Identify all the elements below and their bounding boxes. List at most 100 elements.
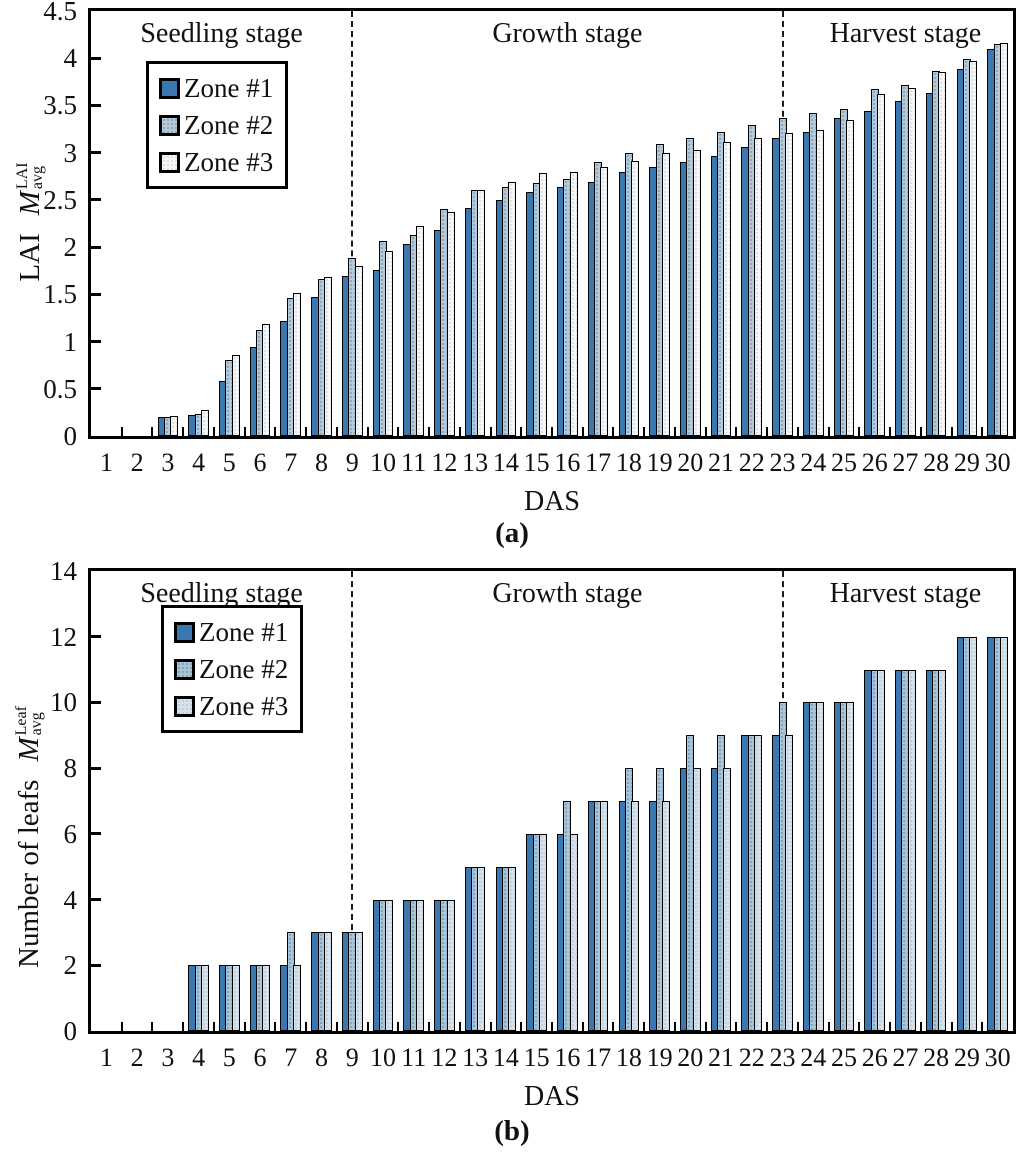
bar-zone3-das3 xyxy=(170,416,179,436)
x-axis-tick xyxy=(366,427,369,436)
bar-zone3-das6 xyxy=(262,965,271,1031)
y-axis-tick xyxy=(91,832,101,836)
bar-zone3-das12 xyxy=(446,899,455,1031)
x-axis-tick xyxy=(489,1022,492,1031)
x-axis-tick xyxy=(305,427,308,436)
x-axis-tick-label: 13 xyxy=(462,448,489,477)
y-axis-tick-label: 3.5 xyxy=(43,90,77,121)
bar-zone3-das15 xyxy=(538,833,547,1031)
bar-zone3-das20 xyxy=(692,768,701,1031)
x-axis-tick-label: 9 xyxy=(345,1043,359,1072)
bar-zone3-das14 xyxy=(508,181,517,436)
x-axis-tick xyxy=(428,427,431,436)
bar-zone3-das17 xyxy=(600,801,609,1031)
x-axis-tick xyxy=(766,1022,769,1031)
stage-label: Growth stage xyxy=(492,578,643,609)
x-axis-tick-label: 5 xyxy=(222,448,236,477)
x-axis-tick xyxy=(643,427,646,436)
x-axis-tick xyxy=(182,427,185,436)
legend-label: Zone #2 xyxy=(199,654,289,684)
x-axis-tick xyxy=(735,1022,738,1031)
x-axis-tick-label: 15 xyxy=(523,448,550,477)
x-axis-tick xyxy=(950,427,953,436)
x-axis-tick xyxy=(366,1022,369,1031)
x-axis-tick-label: 2 xyxy=(130,1043,144,1072)
bar-zone3-das19 xyxy=(661,801,670,1031)
bar-zone3-das11 xyxy=(416,899,424,1031)
x-axis-tick xyxy=(889,1022,892,1031)
y-axis-tick xyxy=(91,103,101,107)
x-axis-tick-label: 5 xyxy=(222,1043,236,1072)
bar-zone3-das22 xyxy=(754,137,763,436)
y-axis-tick xyxy=(91,700,101,704)
x-axis-tick-label: 10 xyxy=(369,448,396,477)
bar-zone3-das15 xyxy=(538,173,547,436)
x-axis-tick xyxy=(274,1022,277,1031)
y-axis-tick xyxy=(91,151,101,155)
x-axis-tick xyxy=(981,427,984,436)
y-axis-tick xyxy=(91,340,101,344)
bar-zone3-das18 xyxy=(631,161,640,436)
bar-zone3-das24 xyxy=(815,130,824,436)
x-axis-tick xyxy=(643,1022,646,1031)
x-axis-tick-label: 28 xyxy=(923,1043,950,1072)
legend-swatch-icon xyxy=(159,77,180,99)
y-axis-tick xyxy=(91,387,101,391)
bar-zone3-das23 xyxy=(784,132,793,436)
x-axis-tick-label: 22 xyxy=(738,1043,765,1072)
x-axis-tick xyxy=(704,1022,707,1031)
y-axis-tick xyxy=(91,198,101,202)
x-axis-tick xyxy=(274,427,277,436)
x-axis-tick-label: 24 xyxy=(800,448,827,477)
y-axis-tick-label: 8 xyxy=(63,753,78,784)
x-axis-tick-label: 3 xyxy=(161,1043,175,1072)
bar-zone3-das8 xyxy=(323,277,332,436)
bar-zone3-das16 xyxy=(569,171,578,436)
bar-zone3-das25 xyxy=(846,702,855,1031)
y-axis-tick-label: 2 xyxy=(63,950,78,981)
y-axis-tick xyxy=(91,963,101,967)
bar-zone3-das28 xyxy=(938,669,947,1031)
bar-zone3-das10 xyxy=(385,250,394,436)
legend-swatch-icon xyxy=(159,114,180,136)
bar-zone3-das5 xyxy=(231,354,240,436)
bar-zone3-das16 xyxy=(569,833,578,1031)
bar-zone3-das9 xyxy=(354,932,363,1031)
x-axis-tick xyxy=(827,1022,830,1031)
x-axis-tick xyxy=(520,1022,523,1031)
x-axis-tick xyxy=(581,427,584,436)
bar-zone3-das7 xyxy=(293,293,302,436)
panel-b: Number of leafs M Leaf avg 0 2 4 6 8 10 12 14 1 2… xyxy=(0,557,1024,1163)
x-axis-tick-label: 14 xyxy=(492,1043,519,1072)
x-axis-tick-label: 4 xyxy=(192,1043,206,1072)
bar-zone3-das6 xyxy=(262,323,271,436)
x-axis-tick-label: 29 xyxy=(953,1043,980,1072)
x-axis-tick-label: 2 xyxy=(130,448,144,477)
legend-item: Zone #2 xyxy=(159,110,273,140)
x-axis-tick-label: 27 xyxy=(892,1043,919,1072)
x-axis-tick-label: 19 xyxy=(646,448,673,477)
x-axis-tick-label: 14 xyxy=(492,448,519,477)
bar-zone3-das26 xyxy=(877,669,885,1031)
bar-zone3-das19 xyxy=(661,152,670,436)
bar-zone3-das18 xyxy=(631,801,640,1031)
x-axis-tick xyxy=(120,1022,123,1031)
legend-item: Zone #3 xyxy=(174,691,288,721)
x-axis-tick xyxy=(673,427,676,436)
legend-swatch-icon xyxy=(159,151,180,173)
x-axis-tick xyxy=(581,1022,584,1031)
x-axis-tick-label: 17 xyxy=(585,1043,612,1072)
x-axis-tick xyxy=(151,1022,154,1031)
plot-area-a: 0 0.5 1 1.5 2 2.5 3 3.5 4 4.5 1 2 3 4 5 6 7 8 9 10 11 12 13 14 1… xyxy=(43,0,1016,477)
bar-zone3-das8 xyxy=(323,932,332,1031)
x-axis-tick-label: 21 xyxy=(708,448,735,477)
x-axis-tick-label: 26 xyxy=(861,448,888,477)
bar-zone3-das7 xyxy=(293,965,302,1031)
x-axis-tick xyxy=(551,1022,553,1031)
legend-swatch-icon xyxy=(174,658,195,680)
y-axis-tick xyxy=(91,766,101,770)
y-axis-tick-label: 1 xyxy=(63,326,78,357)
bar-zone3-das4 xyxy=(200,409,209,436)
x-axis-tick-label: 8 xyxy=(315,448,328,477)
x-axis-tick xyxy=(827,427,830,436)
